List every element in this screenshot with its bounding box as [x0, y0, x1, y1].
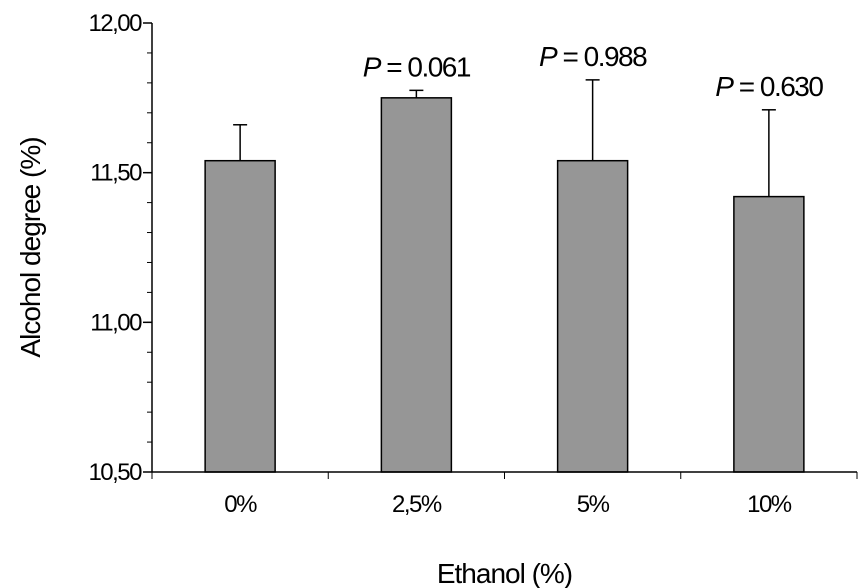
error-bars-layer [233, 79, 776, 197]
annotations-layer: P = 0.061 P = 0.988 P = 0.630 [363, 41, 825, 102]
x-tick-label: 0% [224, 491, 257, 518]
x-tick-label: 5% [577, 491, 610, 518]
x-tick-label: 2,5% [392, 491, 442, 518]
y-tick-label: 10,50 [88, 459, 142, 486]
p-value-annotation: P = 0.630 [715, 71, 823, 102]
bar [556, 159, 629, 473]
x-ticks-layer: 0% 2,5% 5% 10% [151, 472, 858, 518]
bar [380, 97, 453, 473]
y-axis-title: Alcohol degree (%) [15, 137, 46, 357]
y-tick-label: 12,00 [88, 10, 142, 37]
x-tick-label: 10% [747, 491, 792, 518]
y-ticks-layer: 10,50 11,00 11,50 12,00 [88, 10, 152, 486]
p-value-annotation: P = 0.988 [539, 41, 647, 72]
p-value-annotation: P = 0.061 [363, 51, 471, 82]
bar [204, 159, 276, 473]
bar [733, 195, 805, 473]
bars-layer [204, 97, 805, 473]
x-axis-title: Ethanol (%) [437, 558, 572, 588]
y-tick-label: 11,00 [90, 309, 142, 336]
y-tick-label: 11,50 [90, 160, 142, 187]
